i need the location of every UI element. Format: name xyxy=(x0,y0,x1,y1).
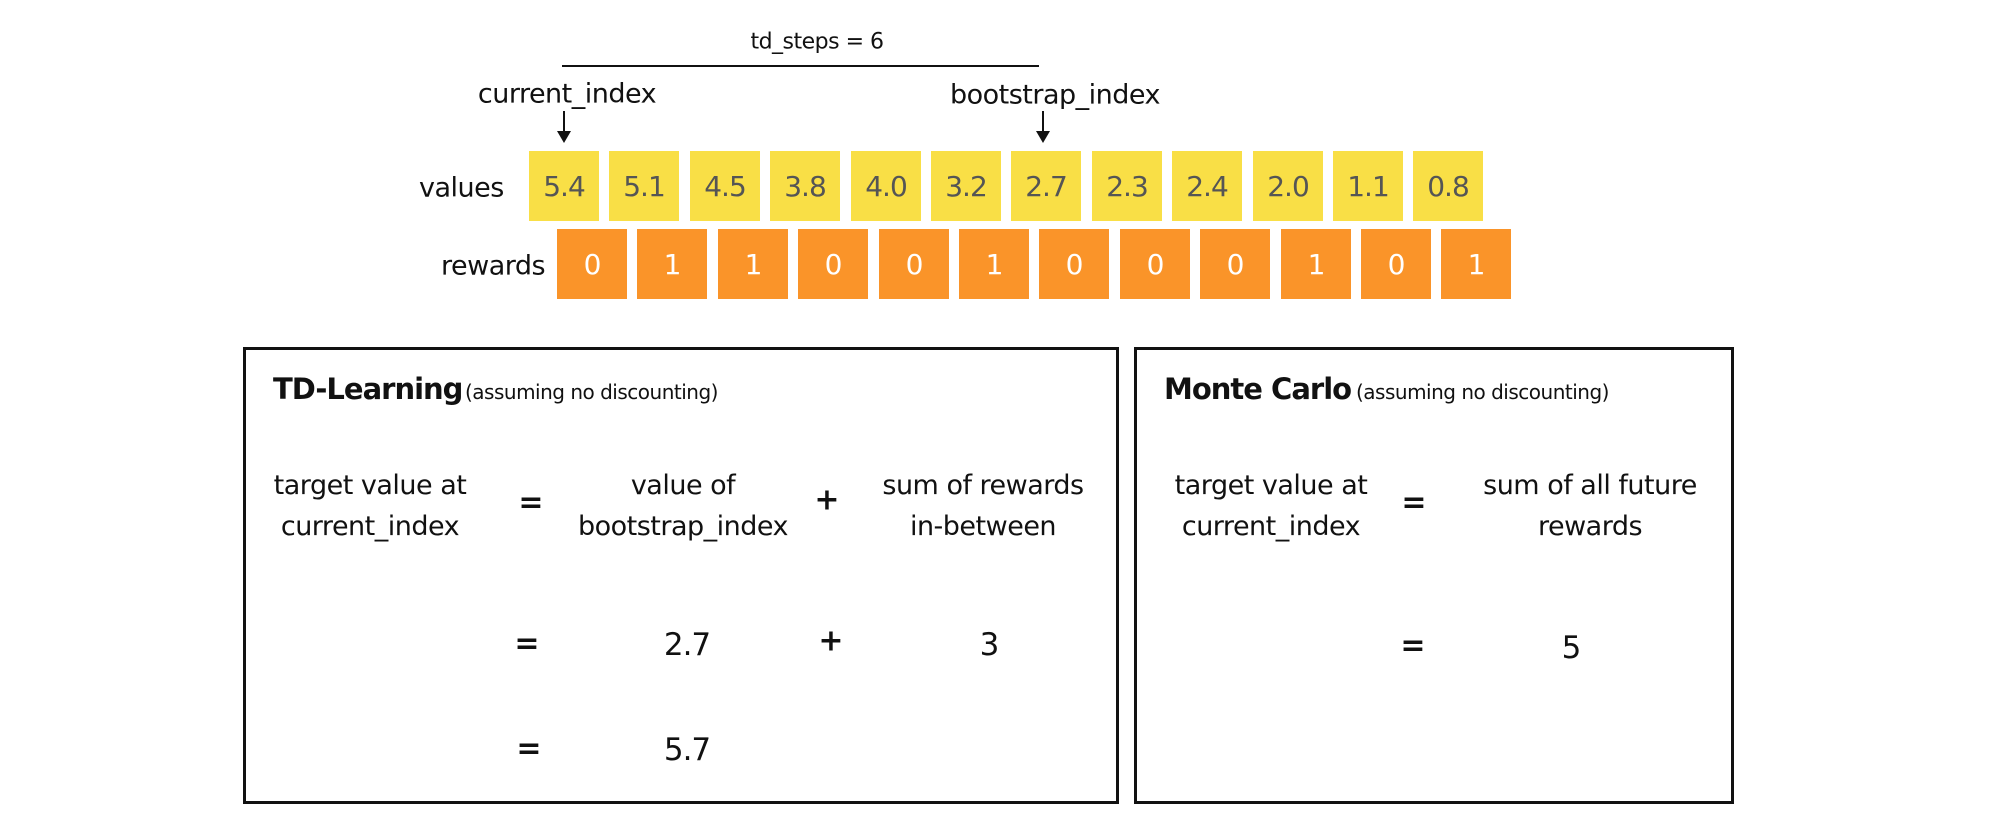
values-row-label: values xyxy=(419,172,504,204)
td-panel-title: TD-Learning xyxy=(273,372,463,406)
reward-cell: 0 xyxy=(1039,229,1109,299)
reward-cell: 0 xyxy=(879,229,949,299)
td-plus-2: + xyxy=(818,623,844,659)
mc-equals-1: = xyxy=(1401,485,1427,521)
reward-cell: 0 xyxy=(798,229,868,299)
rewards-row-label: rewards xyxy=(441,250,546,282)
mc-panel-title: Monte Carlo xyxy=(1164,372,1352,406)
reward-cell: 1 xyxy=(1441,229,1511,299)
monte-carlo-panel xyxy=(1134,347,1734,804)
td-step2-term2: 3 xyxy=(979,627,1000,663)
current-index-arrow-icon xyxy=(557,111,571,143)
value-cell-bootstrap: 2.7 xyxy=(1011,151,1081,221)
td-result: 5.7 xyxy=(663,732,711,768)
td-panel-note: (assuming no discounting) xyxy=(465,380,718,404)
reward-cell: 0 xyxy=(1200,229,1270,299)
value-cell: 2.3 xyxy=(1092,151,1162,221)
reward-cell: 0 xyxy=(557,229,627,299)
value-cell: 5.4 xyxy=(529,151,599,221)
bootstrap-index-label: bootstrap_index xyxy=(949,79,1161,111)
mc-equals-2: = xyxy=(1400,628,1426,664)
td-steps-label: td_steps = 6 xyxy=(750,29,884,55)
mc-term: sum of all future rewards xyxy=(1483,465,1697,547)
td-equals-1: = xyxy=(518,485,544,521)
td-term1-line1: value of xyxy=(630,470,736,501)
td-step2-term1: 2.7 xyxy=(663,627,711,663)
td-learning-panel xyxy=(243,347,1119,804)
mc-lhs: target value at current_index xyxy=(1175,465,1368,547)
mc-term-line2: rewards xyxy=(1537,511,1643,542)
td-term2: sum of rewards in-between xyxy=(882,465,1084,547)
mc-term-line1: sum of all future xyxy=(1483,470,1697,501)
value-cell: 5.1 xyxy=(609,151,679,221)
reward-cell: 0 xyxy=(1120,229,1190,299)
td-equals-3: = xyxy=(516,731,542,767)
value-cell: 3.2 xyxy=(931,151,1001,221)
td-lhs: target value at current_index xyxy=(274,465,467,547)
bootstrap-index-arrow-icon xyxy=(1036,111,1050,143)
value-cell: 3.8 xyxy=(770,151,840,221)
td-plus-1: + xyxy=(814,482,840,518)
reward-cell: 1 xyxy=(1281,229,1351,299)
value-cell: 2.4 xyxy=(1172,151,1242,221)
td-term1: value of bootstrap_index xyxy=(577,465,789,547)
reward-cell: 1 xyxy=(637,229,707,299)
td-term2-line1: sum of rewards xyxy=(882,470,1084,501)
value-cell: 1.1 xyxy=(1333,151,1403,221)
reward-cell: 1 xyxy=(718,229,788,299)
value-cell: 4.0 xyxy=(851,151,921,221)
td-term2-line2: in-between xyxy=(909,511,1057,542)
td-lhs-line2: current_index xyxy=(280,511,460,542)
mc-panel-note: (assuming no discounting) xyxy=(1356,380,1609,404)
td-term1-line2: bootstrap_index xyxy=(577,511,789,542)
td-lhs-line1: target value at xyxy=(273,470,467,501)
current-index-label: current_index xyxy=(477,78,657,110)
reward-cell: 0 xyxy=(1361,229,1431,299)
td-equals-2: = xyxy=(514,626,540,662)
td-steps-bracket-line xyxy=(562,65,1039,67)
mc-result: 5 xyxy=(1561,630,1582,666)
value-cell: 4.5 xyxy=(690,151,760,221)
reward-cell: 1 xyxy=(959,229,1029,299)
value-cell: 2.0 xyxy=(1253,151,1323,221)
mc-lhs-line2: current_index xyxy=(1181,511,1361,542)
value-cell: 0.8 xyxy=(1413,151,1483,221)
mc-lhs-line1: target value at xyxy=(1174,470,1368,501)
